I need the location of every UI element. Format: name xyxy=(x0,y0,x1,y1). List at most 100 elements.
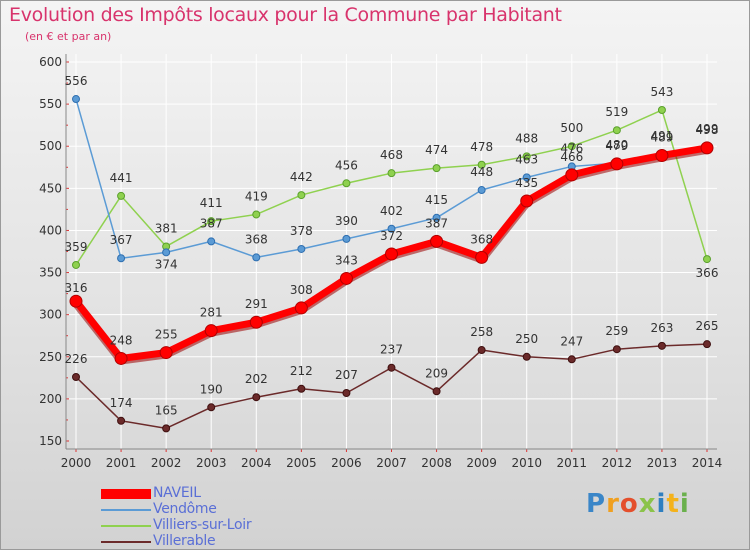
data-point xyxy=(700,141,714,155)
data-label: 387 xyxy=(425,216,448,230)
y-tick-label: 600 xyxy=(39,55,62,69)
data-label: 359 xyxy=(65,240,88,254)
data-label: 463 xyxy=(515,152,538,166)
data-label: 258 xyxy=(470,325,493,339)
data-point xyxy=(432,213,441,222)
data-label: 415 xyxy=(425,193,448,207)
data-label: 556 xyxy=(65,74,88,88)
data-point xyxy=(339,271,353,285)
data-point xyxy=(703,340,711,349)
data-point xyxy=(387,363,396,372)
data-point xyxy=(477,186,486,195)
data-point xyxy=(252,253,261,262)
x-tick-label: 2009 xyxy=(466,456,497,470)
data-label: 381 xyxy=(155,221,178,235)
data-label: 366 xyxy=(696,266,719,280)
data-label: 435 xyxy=(515,176,538,190)
legend-label: Villiers-sur-Loir xyxy=(153,517,252,533)
data-point xyxy=(249,315,263,329)
legend-swatch xyxy=(101,489,151,499)
data-point xyxy=(475,250,489,264)
data-point xyxy=(117,254,126,263)
y-tick-label: 550 xyxy=(39,97,62,111)
legend-label: Vendôme xyxy=(153,501,217,517)
data-label: 247 xyxy=(560,334,583,348)
data-point xyxy=(520,194,534,208)
data-point xyxy=(703,255,711,264)
data-point xyxy=(342,179,351,188)
data-label: 367 xyxy=(110,233,133,247)
data-point xyxy=(567,355,576,364)
data-label: 479 xyxy=(605,139,628,153)
data-point xyxy=(342,234,351,243)
data-label: 248 xyxy=(110,333,133,347)
data-point xyxy=(522,173,531,182)
data-label: 480 xyxy=(605,138,628,152)
data-label: 474 xyxy=(425,143,448,157)
chart-subtitle: (en € et par an) xyxy=(25,30,112,43)
x-tick-label: 2006 xyxy=(331,456,362,470)
data-label: 468 xyxy=(380,148,403,162)
data-point xyxy=(297,244,306,253)
data-point xyxy=(477,160,486,169)
data-label: 209 xyxy=(425,366,448,380)
x-tick-label: 2001 xyxy=(106,456,137,470)
x-tick-label: 2013 xyxy=(647,456,678,470)
data-label: 476 xyxy=(560,141,583,155)
data-label: 466 xyxy=(560,150,583,164)
x-tick-label: 2007 xyxy=(376,456,407,470)
data-label: 390 xyxy=(335,214,358,228)
x-tick-label: 2004 xyxy=(241,456,272,470)
data-label: 402 xyxy=(380,204,403,218)
x-tick-label: 2002 xyxy=(151,456,182,470)
data-label: 212 xyxy=(290,364,313,378)
data-point xyxy=(72,260,80,269)
data-label: 387 xyxy=(200,216,223,230)
x-tick-label: 2014 xyxy=(692,456,723,470)
data-point xyxy=(565,168,579,182)
data-label: 190 xyxy=(200,382,223,396)
y-tick-label: 300 xyxy=(39,308,62,322)
x-tick-label: 2012 xyxy=(602,456,633,470)
data-point xyxy=(430,234,444,248)
data-label: 281 xyxy=(200,306,223,320)
data-label: 489 xyxy=(650,130,673,144)
data-label: 456 xyxy=(335,158,358,172)
x-tick-label: 2011 xyxy=(557,456,588,470)
legend-swatch xyxy=(101,541,151,543)
data-point xyxy=(657,341,666,350)
data-label: 543 xyxy=(650,85,673,99)
data-point xyxy=(522,152,531,161)
x-tick-label: 2005 xyxy=(286,456,317,470)
data-label: 265 xyxy=(696,319,719,333)
data-point xyxy=(612,345,621,354)
data-label: 519 xyxy=(605,105,628,119)
data-label: 255 xyxy=(155,328,178,342)
data-point xyxy=(252,210,261,219)
x-tick-label: 2008 xyxy=(421,456,452,470)
data-point xyxy=(657,106,666,115)
data-label: 372 xyxy=(380,229,403,243)
data-label: 291 xyxy=(245,297,268,311)
data-point xyxy=(387,169,396,178)
data-label: 226 xyxy=(65,352,88,366)
y-tick-label: 200 xyxy=(39,392,62,406)
legend-swatch xyxy=(101,509,151,511)
data-point xyxy=(69,294,83,308)
data-label: 478 xyxy=(470,140,493,154)
data-label: 316 xyxy=(65,281,88,295)
data-point xyxy=(297,191,306,200)
data-point xyxy=(162,424,171,433)
legend-label: NAVEIL xyxy=(153,485,201,501)
data-point xyxy=(162,248,171,257)
data-label: 488 xyxy=(515,131,538,145)
data-point xyxy=(294,301,308,315)
y-tick-label: 400 xyxy=(39,223,62,237)
y-tick-label: 350 xyxy=(39,266,62,280)
legend-label: Villerable xyxy=(153,533,216,549)
legend-swatch xyxy=(101,525,151,527)
data-point xyxy=(117,416,126,425)
data-label: 498 xyxy=(696,123,719,137)
